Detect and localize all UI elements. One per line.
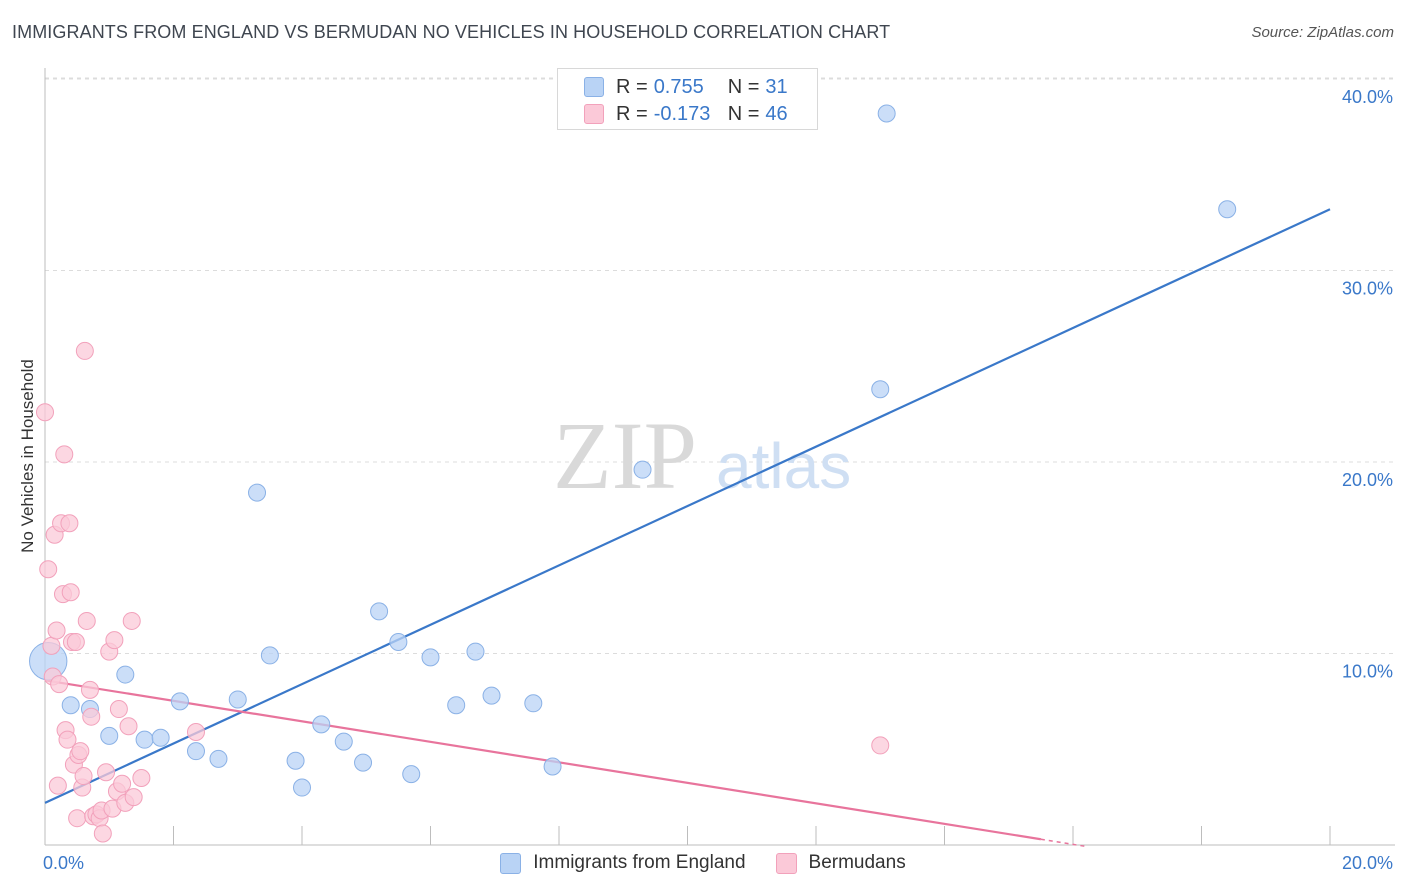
- point-england: [116, 665, 135, 684]
- grid-lines: [45, 77, 1395, 654]
- point-bermudans: [48, 776, 67, 795]
- point-england: [209, 749, 228, 768]
- point-england: [877, 104, 896, 123]
- legend-r-label: R =: [616, 102, 648, 125]
- point-england: [312, 715, 331, 734]
- legend-n-label: N =: [727, 75, 760, 98]
- point-england: [100, 726, 119, 745]
- point-bermudans: [50, 675, 69, 694]
- point-bermudans: [132, 768, 151, 787]
- watermark-zip: ZIP: [553, 402, 697, 509]
- legend-label-england: Immigrants from England: [533, 852, 746, 873]
- point-bermudans: [47, 621, 66, 640]
- trend-lines: [44, 208, 1331, 848]
- point-bermudans: [871, 736, 890, 755]
- point-bermudans: [82, 707, 101, 726]
- data-points: [29, 104, 1237, 843]
- point-bermudans: [66, 633, 85, 652]
- point-england: [186, 742, 205, 761]
- point-bermudans: [42, 636, 61, 655]
- point-england: [135, 730, 154, 749]
- legend-swatch-england: [584, 77, 604, 97]
- legend-n-label: N =: [727, 102, 760, 125]
- legend-row-england: R = 0.755 N = 31: [584, 75, 788, 99]
- y-tick-label: 30.0%: [1342, 279, 1393, 299]
- point-bermudans: [61, 583, 80, 602]
- trendline-england: [44, 208, 1331, 804]
- tick-labels: 10.0% 20.0% 30.0% 40.0% 0.0% 20.0%: [43, 87, 1393, 873]
- legend-n-value: 46: [765, 102, 788, 125]
- legend-r-value: 0.755: [653, 75, 704, 98]
- point-bermudans: [124, 788, 143, 807]
- point-bermudans: [105, 631, 124, 650]
- trendline-bermudans: [44, 679, 1042, 841]
- x-tick-label: 20.0%: [1342, 853, 1393, 873]
- point-bermudans: [119, 717, 138, 736]
- legend-r-value: -0.173: [653, 102, 711, 125]
- legend-swatch-bermudans: [775, 852, 797, 874]
- legend-swatch-bermudans: [584, 104, 604, 124]
- legend-swatch-england: [500, 852, 522, 874]
- point-bermudans: [55, 445, 74, 464]
- point-bermudans: [75, 341, 94, 360]
- point-bermudans: [77, 611, 96, 630]
- point-bermudans: [36, 403, 54, 422]
- legend-item-england: Immigrants from England: [500, 852, 746, 874]
- legend: R = 0.755 N = 31 R = -0.173 N = 46: [557, 68, 818, 130]
- point-england: [402, 765, 421, 784]
- x-tick-label: 0.0%: [43, 853, 84, 873]
- point-england: [334, 732, 353, 751]
- point-bermudans: [109, 700, 128, 719]
- series-legend: Immigrants from England Bermudans: [0, 852, 1406, 874]
- point-england: [482, 686, 501, 705]
- point-bermudans: [80, 680, 99, 699]
- legend-n-value: 31: [765, 75, 788, 98]
- point-england: [871, 380, 890, 399]
- point-bermudans: [113, 774, 132, 793]
- point-bermudans: [186, 723, 205, 742]
- point-england: [354, 753, 373, 772]
- point-bermudans: [74, 767, 93, 786]
- point-bermudans: [93, 824, 112, 843]
- legend-r-label: R =: [616, 75, 648, 98]
- y-tick-label: 10.0%: [1342, 662, 1393, 682]
- point-bermudans: [97, 763, 116, 782]
- point-england: [389, 633, 408, 652]
- point-england: [524, 694, 543, 713]
- point-england: [447, 696, 466, 715]
- y-axis-label: No Vehicles in Household: [18, 359, 37, 553]
- point-england: [170, 692, 189, 711]
- point-england: [260, 646, 279, 665]
- point-england: [633, 460, 652, 479]
- point-bermudans: [58, 730, 77, 749]
- source-label: Source: ZipAtlas.com: [1251, 24, 1394, 41]
- axes: [44, 68, 1395, 846]
- point-england: [286, 751, 305, 770]
- point-england: [248, 483, 267, 502]
- point-bermudans: [122, 611, 141, 630]
- legend-label-bermudans: Bermudans: [808, 852, 906, 873]
- legend-item-bermudans: Bermudans: [775, 852, 906, 874]
- point-bermudans: [71, 742, 90, 761]
- point-england: [466, 642, 485, 661]
- legend-row-bermudans: R = -0.173 N = 46: [584, 102, 788, 126]
- point-england: [421, 648, 440, 667]
- point-england: [543, 757, 562, 776]
- point-england: [370, 602, 389, 621]
- y-tick-label: 40.0%: [1342, 87, 1393, 107]
- point-bermudans: [60, 514, 79, 533]
- point-england: [61, 696, 80, 715]
- point-england: [228, 690, 247, 709]
- point-england: [293, 778, 311, 797]
- point-england: [151, 728, 170, 747]
- point-england: [1218, 200, 1237, 219]
- y-tick-label: 20.0%: [1342, 470, 1393, 490]
- chart-title: IMMIGRANTS FROM ENGLAND VS BERMUDAN NO V…: [12, 22, 891, 42]
- point-bermudans: [68, 809, 87, 828]
- point-bermudans: [39, 560, 58, 579]
